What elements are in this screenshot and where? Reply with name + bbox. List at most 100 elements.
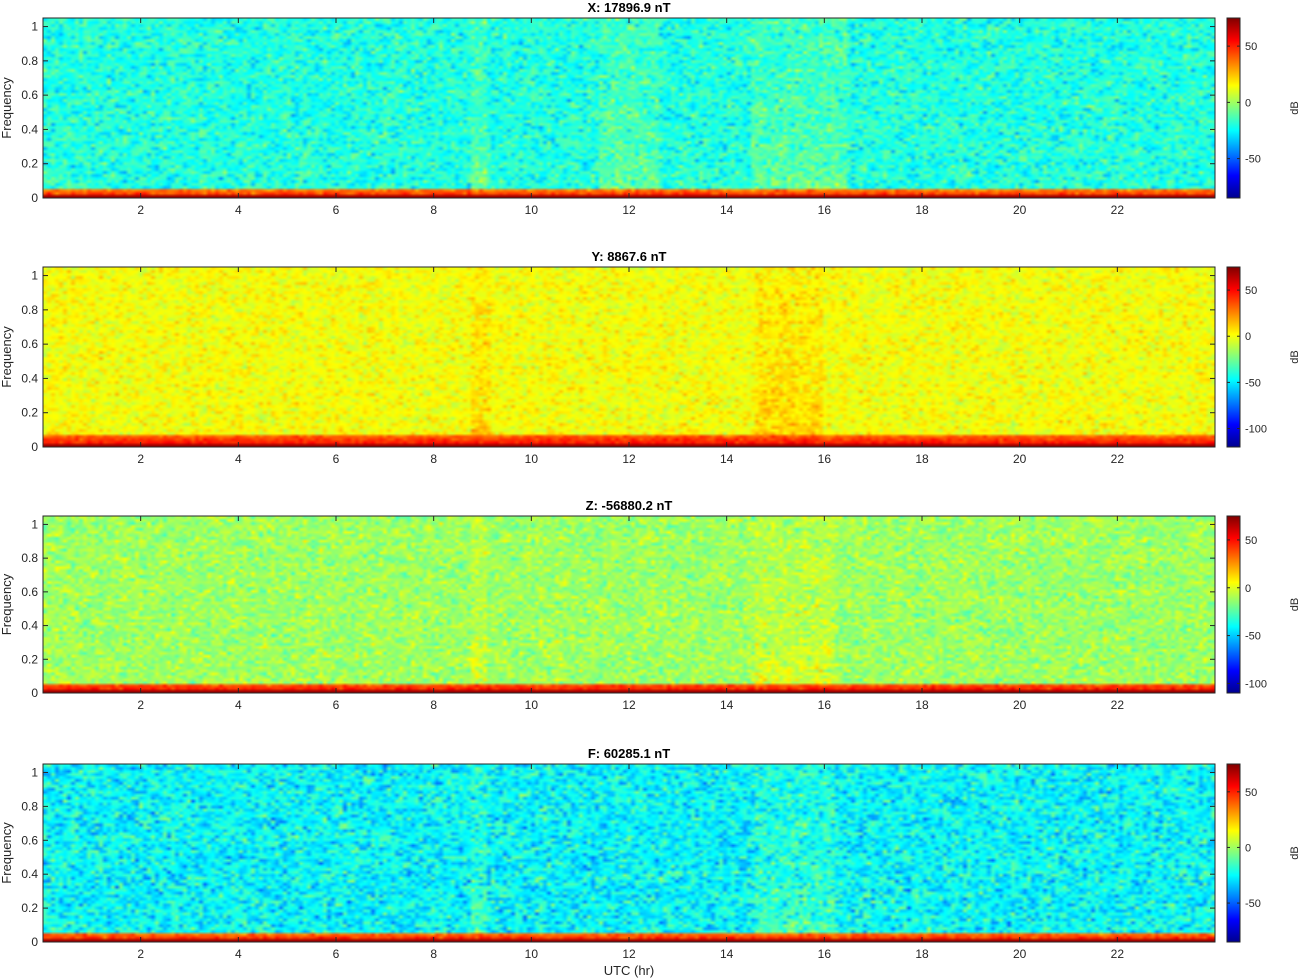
spectrogram-image: [43, 267, 1215, 447]
y-tick-label: 0.4: [21, 619, 38, 633]
y-tick-label: 0: [31, 440, 38, 454]
y-axis-label: Frequency: [0, 326, 14, 388]
y-tick-label: 0.2: [21, 901, 38, 915]
x-tick-label: 10: [525, 947, 539, 961]
x-tick-label: 12: [622, 947, 636, 961]
x-tick-label: 12: [622, 452, 636, 466]
colorbar-tick-label: 0: [1245, 331, 1251, 343]
x-axis-label: UTC (hr): [604, 963, 655, 978]
spectrogram-image: [43, 516, 1215, 693]
y-tick-label: 0.8: [21, 303, 38, 317]
x-tick-label: 2: [137, 947, 144, 961]
colorbar-tick-label: -50: [1245, 154, 1261, 166]
x-tick-label: 16: [818, 203, 832, 217]
x-tick-label: 2: [137, 452, 144, 466]
colorbar-tick-label: 50: [1245, 535, 1257, 547]
colorbar-tick-label: -50: [1245, 377, 1261, 389]
x-tick-label: 18: [915, 452, 929, 466]
x-tick-label: 14: [720, 947, 734, 961]
y-tick-label: 0: [31, 686, 38, 700]
x-tick-label: 4: [235, 698, 242, 712]
x-tick-label: 14: [720, 203, 734, 217]
colorbar-tick-label: 50: [1245, 285, 1257, 297]
colorbar: [1226, 266, 1241, 448]
y-axis-label: Frequency: [0, 77, 14, 139]
x-tick-label: 2: [137, 203, 144, 217]
plot-title: X: 17896.9 nT: [587, 0, 670, 15]
x-tick-label: 22: [1111, 947, 1125, 961]
y-tick-label: 0.6: [21, 833, 38, 847]
colorbar-tick-label: 50: [1245, 41, 1257, 53]
colorbar: [1226, 763, 1241, 943]
x-tick-label: 8: [430, 203, 437, 217]
x-tick-label: 12: [622, 203, 636, 217]
colorbar-tick-label: 50: [1245, 787, 1257, 799]
plot-title: F: 60285.1 nT: [588, 746, 670, 761]
colorbar-tick-label: 0: [1245, 842, 1251, 854]
x-tick-label: 4: [235, 947, 242, 961]
x-tick-label: 20: [1013, 947, 1027, 961]
colorbar-label: dB: [1289, 846, 1301, 859]
colorbar-tick-label: -100: [1245, 424, 1267, 436]
y-tick-label: 0.2: [21, 652, 38, 666]
y-tick-label: 0.6: [21, 337, 38, 351]
x-tick-label: 6: [333, 698, 340, 712]
x-tick-label: 18: [915, 947, 929, 961]
y-axis-label: Frequency: [0, 573, 14, 635]
x-tick-label: 2: [137, 698, 144, 712]
x-tick-label: 20: [1013, 203, 1027, 217]
y-axis-label: Frequency: [0, 822, 14, 884]
colorbar: [1226, 17, 1241, 199]
y-tick-label: 0.4: [21, 122, 38, 136]
plot-title: Z: -56880.2 nT: [586, 498, 673, 513]
x-tick-label: 6: [333, 203, 340, 217]
x-tick-label: 4: [235, 452, 242, 466]
x-tick-label: 22: [1111, 452, 1125, 466]
x-tick-label: 22: [1111, 203, 1125, 217]
colorbar-tick-label: -100: [1245, 678, 1267, 690]
y-tick-label: 0.8: [21, 551, 38, 565]
x-tick-label: 4: [235, 203, 242, 217]
plot-title: Y: 8867.6 nT: [592, 249, 667, 264]
x-tick-label: 16: [818, 698, 832, 712]
y-tick-label: 0.8: [21, 54, 38, 68]
x-tick-label: 16: [818, 947, 832, 961]
spectrogram-image: [43, 18, 1215, 198]
x-tick-label: 14: [720, 698, 734, 712]
colorbar-label: dB: [1289, 598, 1301, 611]
y-tick-label: 1: [31, 269, 38, 283]
colorbar-tick-label: 0: [1245, 583, 1251, 595]
x-tick-label: 8: [430, 947, 437, 961]
x-tick-label: 22: [1111, 698, 1125, 712]
x-tick-label: 6: [333, 452, 340, 466]
spectrogram-image: [43, 764, 1215, 942]
y-tick-label: 0: [31, 935, 38, 949]
y-tick-label: 1: [31, 517, 38, 531]
x-tick-label: 14: [720, 452, 734, 466]
colorbar-label: dB: [1289, 101, 1301, 114]
y-tick-label: 0.8: [21, 799, 38, 813]
x-tick-label: 10: [525, 203, 539, 217]
y-tick-label: 0.4: [21, 867, 38, 881]
x-tick-label: 12: [622, 698, 636, 712]
colorbar-tick-label: -50: [1245, 631, 1261, 643]
x-tick-label: 18: [915, 203, 929, 217]
y-tick-label: 1: [31, 765, 38, 779]
y-tick-label: 0.2: [21, 157, 38, 171]
y-tick-label: 0.4: [21, 371, 38, 385]
x-tick-label: 10: [525, 698, 539, 712]
colorbar-tick-label: -50: [1245, 898, 1261, 910]
x-tick-label: 6: [333, 947, 340, 961]
y-tick-label: 0.2: [21, 406, 38, 420]
x-tick-label: 20: [1013, 698, 1027, 712]
x-tick-label: 16: [818, 452, 832, 466]
x-tick-label: 8: [430, 452, 437, 466]
x-tick-label: 20: [1013, 452, 1027, 466]
y-tick-label: 0: [31, 191, 38, 205]
colorbar-tick-label: 0: [1245, 97, 1251, 109]
y-tick-label: 0.6: [21, 585, 38, 599]
y-tick-label: 0.6: [21, 88, 38, 102]
x-tick-label: 10: [525, 452, 539, 466]
colorbar: [1226, 515, 1241, 694]
